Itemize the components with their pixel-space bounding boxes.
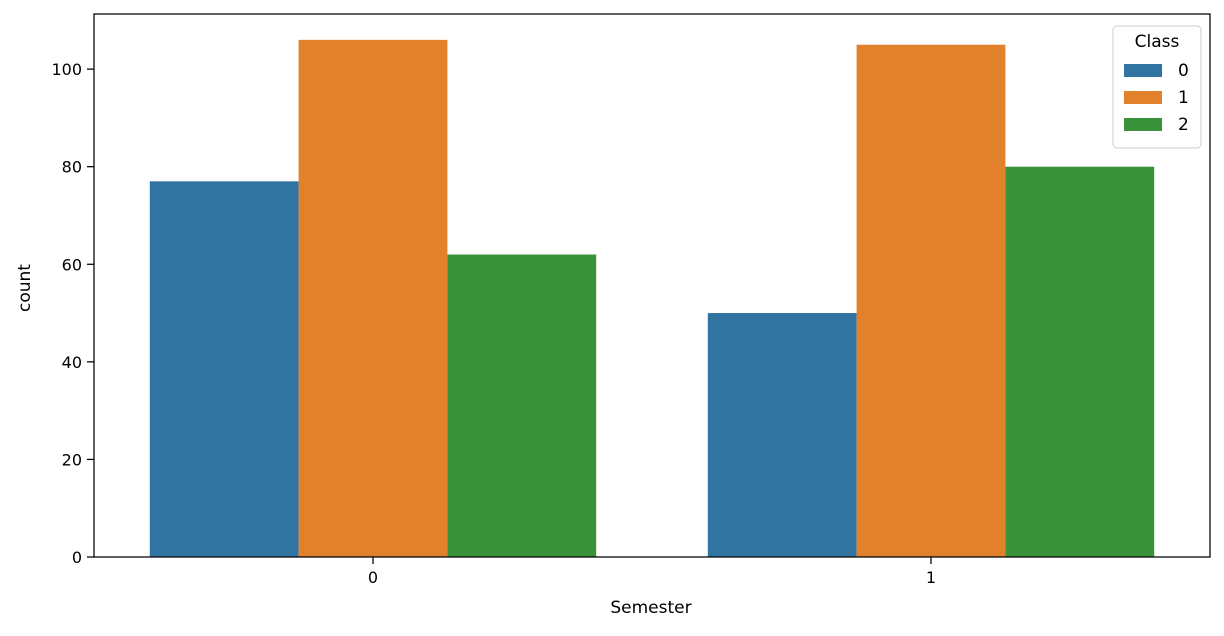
- legend-frame: [1112, 25, 1202, 149]
- bar-semester-1-class-0: [707, 313, 857, 557]
- y-tick-label: 80: [62, 158, 82, 177]
- bar-semester-0-class-2: [447, 254, 597, 557]
- axes-layer: [93, 13, 1211, 558]
- y-tick-label: 40: [62, 353, 82, 372]
- legend-label-class-0: 0: [1178, 61, 1189, 81]
- legend-label-class-2: 2: [1178, 115, 1189, 135]
- y-axis-label: count: [15, 264, 35, 312]
- x-tick-label: 0: [368, 568, 378, 587]
- y-tick-label: 100: [51, 60, 82, 79]
- legend-title: Class: [1135, 32, 1180, 52]
- legend-swatch-class-1: [1124, 91, 1162, 104]
- legend-entries: 0 1 2: [1124, 61, 1189, 135]
- legend: Class 0 1 2: [1112, 25, 1202, 149]
- legend-swatch-class-2: [1124, 118, 1162, 131]
- x-tick-label: 1: [926, 568, 936, 587]
- y-tick-label: 20: [62, 450, 82, 469]
- bars-layer: [149, 39, 1155, 558]
- y-tick-label: 0: [72, 548, 82, 567]
- ticks-layer: 0 20 40 60 80 100 0 1: [51, 60, 936, 587]
- axes-frame: [93, 13, 1211, 558]
- legend-label-class-1: 1: [1178, 88, 1189, 108]
- bar-semester-1-class-2: [1005, 166, 1155, 557]
- y-tick-label: 60: [62, 255, 82, 274]
- bar-semester-0-class-0: [149, 181, 299, 557]
- bar-semester-1-class-1: [856, 44, 1006, 558]
- bar-semester-0-class-1: [298, 39, 448, 558]
- legend-swatch-class-0: [1124, 64, 1162, 77]
- x-axis-label: Semester: [610, 598, 691, 618]
